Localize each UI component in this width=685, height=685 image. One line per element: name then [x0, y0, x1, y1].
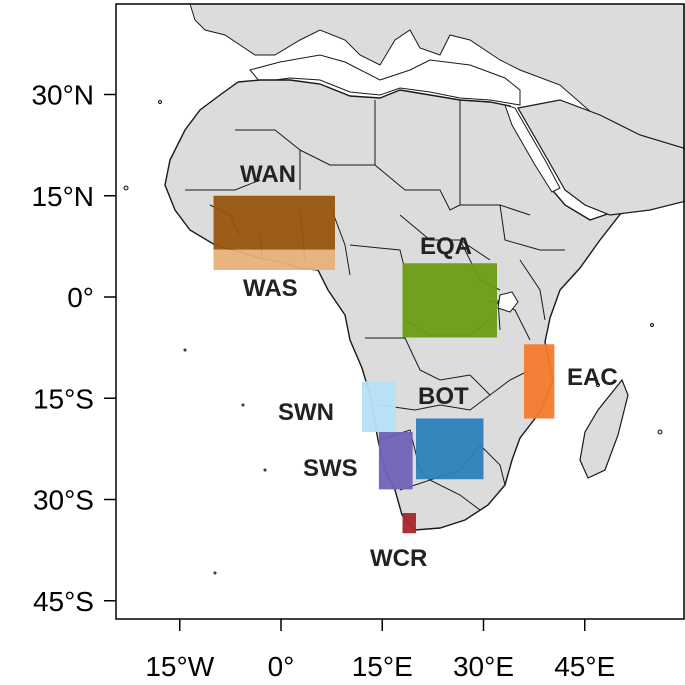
region-box-swn — [362, 381, 396, 432]
lon-tick-label: 15°E — [352, 651, 413, 682]
madagascar-land — [579, 378, 629, 479]
region-label-was: WAS — [243, 275, 298, 302]
region-box-wan — [213, 195, 335, 250]
region-box-sws — [378, 432, 413, 490]
lon-tick-label: 45°E — [554, 651, 615, 682]
region-label-wan: WAN — [240, 161, 296, 188]
lake-victoria — [497, 291, 519, 313]
longitude-axis: 15°W 0° 15°E 30°E 45°E — [145, 619, 615, 682]
lat-tick-label: 15°S — [33, 383, 94, 414]
region-label-swn: SWN — [278, 399, 334, 426]
lat-tick-label: 15°N — [31, 181, 94, 212]
region-box-was — [213, 249, 335, 270]
region-label-bot: BOT — [418, 383, 469, 410]
region-labels: WAN WAS EQA EAC BOT SWN SWS WCR — [240, 161, 618, 572]
region-box-wcr — [402, 513, 416, 534]
arabia-land — [517, 99, 685, 216]
lat-tick-label: 30°N — [31, 80, 94, 111]
region-label-wcr: WCR — [370, 545, 427, 572]
latitude-axis: 30°N 15°N 0° 15°S 30°S 45°S — [31, 80, 116, 617]
lat-tick-label: 45°S — [33, 586, 94, 617]
map-content: WAN WAS EQA EAC BOT SWN SWS WCR — [123, 4, 685, 575]
lon-tick-label: 0° — [268, 651, 295, 682]
region-label-eac: EAC — [567, 364, 618, 391]
lon-tick-label: 15°W — [145, 651, 214, 682]
region-label-eqa: EQA — [420, 233, 472, 260]
region-label-sws: SWS — [303, 455, 358, 482]
lat-tick-label: 30°S — [33, 485, 94, 516]
islands — [123, 100, 663, 575]
mediterranean-sea — [249, 54, 521, 106]
region-box-bot — [416, 418, 484, 480]
region-box-eqa — [402, 263, 497, 338]
lon-tick-label: 30°E — [453, 651, 514, 682]
lat-tick-label: 0° — [67, 282, 94, 313]
region-boxes — [213, 195, 555, 534]
region-box-eac — [524, 344, 555, 419]
red-sea — [504, 104, 561, 193]
plot-frame — [115, 3, 685, 620]
